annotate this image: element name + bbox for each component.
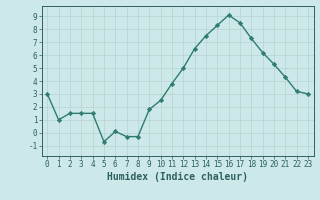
X-axis label: Humidex (Indice chaleur): Humidex (Indice chaleur) [107, 172, 248, 182]
